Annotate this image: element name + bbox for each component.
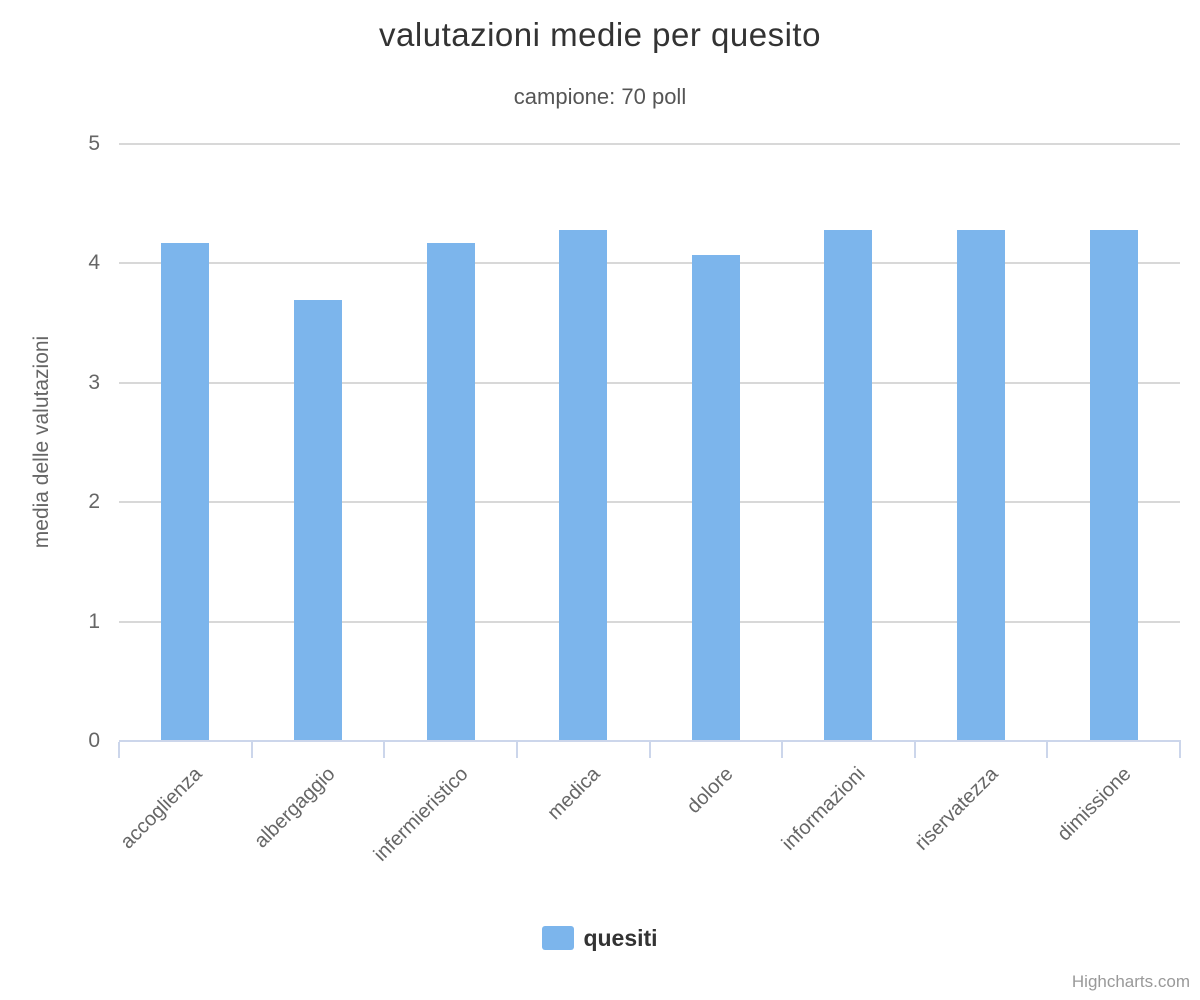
bar-dolore[interactable]: [691, 255, 740, 741]
bar-dimissione[interactable]: [1089, 229, 1138, 741]
x-axis-tick: [515, 742, 518, 758]
y-axis-label: 1: [88, 609, 100, 633]
legend-item-quesiti[interactable]: quesiti: [0, 920, 1200, 956]
y-gridline: [119, 381, 1180, 384]
y-axis-label: 3: [88, 370, 100, 394]
x-axis-tick: [1179, 742, 1181, 758]
y-axis-label: 5: [88, 132, 100, 155]
y-gridline: [119, 262, 1180, 265]
x-axis-tick: [648, 742, 651, 758]
x-axis-tick: [250, 742, 253, 758]
x-axis-tick: [781, 742, 784, 758]
bar-infermieristico[interactable]: [426, 243, 475, 741]
x-axis-line: [119, 740, 1181, 742]
highcharts-credits-link[interactable]: Highcharts.com: [1071, 972, 1190, 991]
y-gridline: [119, 620, 1180, 623]
chart-title: valutazioni medie per quesito: [379, 16, 821, 53]
bar-informazioni[interactable]: [824, 229, 873, 741]
bar-albergaggio[interactable]: [293, 300, 342, 741]
bar-riservatezza[interactable]: [957, 229, 1006, 741]
y-gridline: [119, 501, 1180, 504]
y-gridline: [119, 143, 1180, 145]
x-axis-tick: [118, 742, 120, 758]
x-axis-tick: [383, 742, 386, 758]
bar-accoglienza[interactable]: [161, 243, 210, 741]
x-axis-tick: [913, 742, 916, 758]
y-axis-title: media delle valutazioni: [30, 335, 53, 549]
y-axis-label: 0: [88, 729, 100, 752]
x-axis-tick: [1046, 742, 1049, 758]
legend-label: quesiti: [583, 924, 658, 951]
legend-swatch-icon: [542, 926, 575, 950]
y-axis-label: 4: [88, 251, 100, 275]
bar-medica[interactable]: [559, 229, 608, 741]
chart-subtitle: campione: 70 poll: [513, 84, 687, 109]
y-axis-label: 2: [88, 490, 100, 514]
